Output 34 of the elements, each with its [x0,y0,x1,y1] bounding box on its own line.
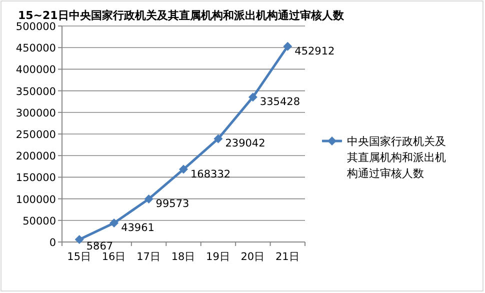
x-tick-label: 15日 [67,251,92,263]
y-tick-label: 100000 [16,194,56,206]
y-tick-label: 350000 [16,86,56,98]
x-tick-label: 21日 [275,251,300,263]
point [283,42,292,51]
chart-title: 15~21日中央国家行政机关及其直属机构和派出机构通过审核人数 [18,9,345,22]
point [214,134,223,144]
y-tick-label: 500000 [16,21,56,33]
y-tick-label: 400000 [16,64,56,76]
data-label: 5867 [86,240,114,252]
y-tick-label: 450000 [16,42,56,55]
point [179,164,188,174]
y-tick-label: 50000 [22,215,56,228]
x-tick-label: 17日 [136,251,161,263]
x-tick-label: 16日 [102,251,126,263]
x-tick-label: 19日 [206,251,230,263]
data-label: 168332 [190,168,231,180]
data-label: 43961 [121,222,154,234]
data-label: 335428 [260,96,300,108]
y-tick-label: 200000 [16,150,56,163]
point [248,92,258,102]
legend-label: 中央国家行政机关及其直属机构和派出机构通过审核人数 [346,135,446,180]
y-tick-label: 250000 [16,129,56,141]
y-tick-label: 0 [49,237,56,249]
data-label: 452912 [294,45,335,58]
y-tick-label: 300000 [16,107,56,120]
point [74,234,84,244]
data-label: 239042 [225,138,266,150]
x-tick-label: 20日 [240,251,266,263]
x-tick-label: 18日 [171,251,196,263]
point [144,194,154,204]
point [110,218,119,228]
data-label: 99573 [156,198,190,210]
y-tick-label: 150000 [16,172,56,184]
